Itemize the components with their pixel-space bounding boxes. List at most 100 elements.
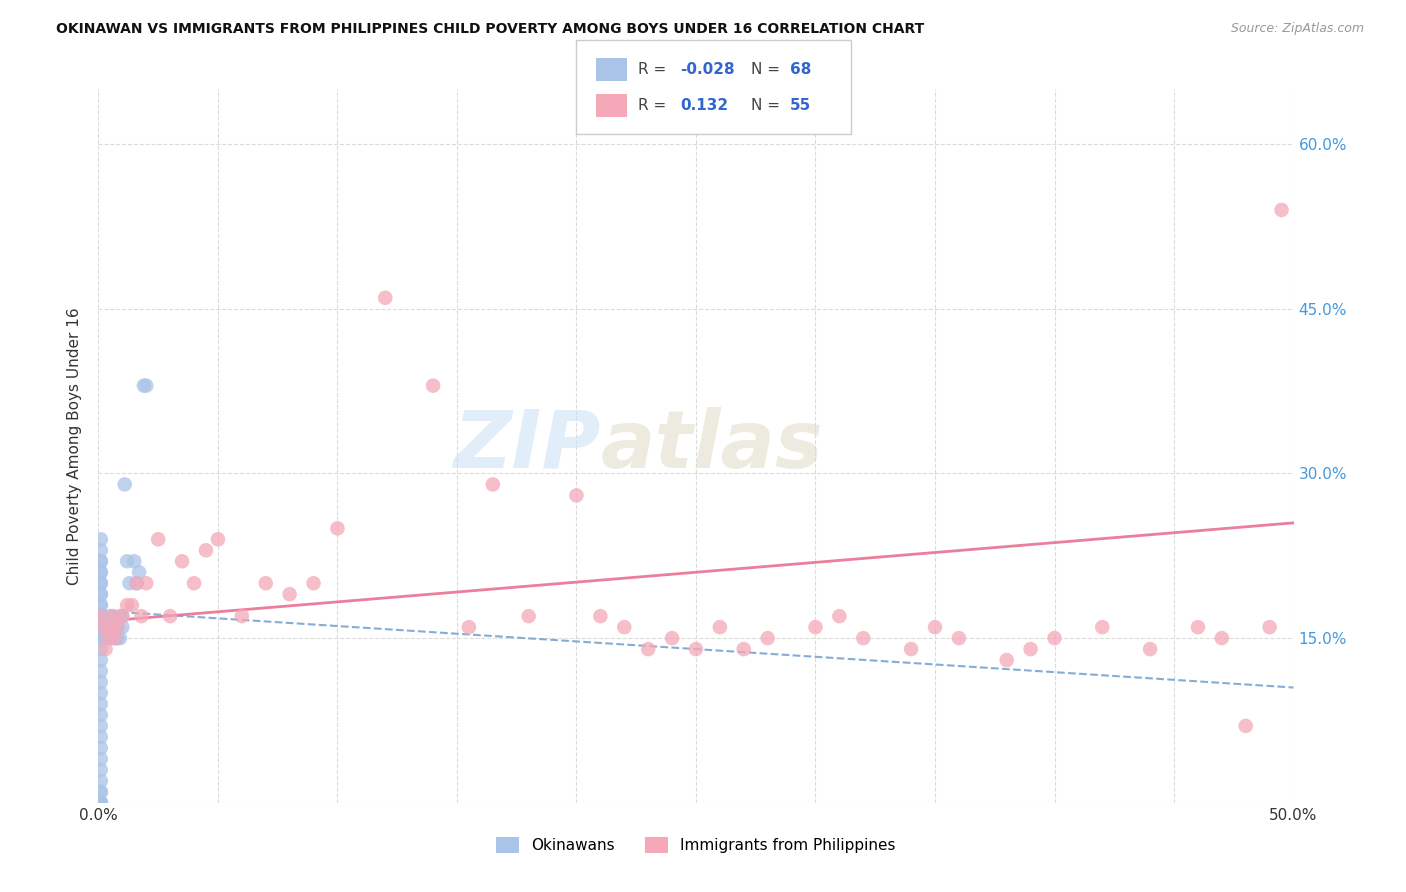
Point <box>125 576 148 591</box>
Point <box>733 642 755 657</box>
Point <box>1019 642 1042 657</box>
Point <box>90 566 112 580</box>
Text: atlas: atlas <box>600 407 823 485</box>
Point <box>589 609 612 624</box>
Text: OKINAWAN VS IMMIGRANTS FROM PHILIPPINES CHILD POVERTY AMONG BOYS UNDER 16 CORREL: OKINAWAN VS IMMIGRANTS FROM PHILIPPINES … <box>56 22 925 37</box>
Point <box>111 609 134 624</box>
Point <box>302 576 325 591</box>
Point <box>90 785 112 799</box>
Point <box>118 576 141 591</box>
Point <box>108 609 131 624</box>
Point <box>1187 620 1209 634</box>
Point <box>115 598 138 612</box>
Point <box>90 609 112 624</box>
Point <box>91 620 114 634</box>
Point <box>132 378 155 392</box>
Text: N =: N = <box>751 98 785 112</box>
Point <box>91 609 114 624</box>
Point <box>90 576 112 591</box>
Point <box>661 631 683 645</box>
Point <box>458 620 481 634</box>
Point <box>195 543 218 558</box>
Point <box>98 631 122 645</box>
Point <box>1139 642 1161 657</box>
Point <box>481 477 505 491</box>
Point <box>121 598 143 612</box>
Point <box>90 697 112 711</box>
Point <box>94 631 117 645</box>
Point <box>948 631 970 645</box>
Point <box>104 631 127 645</box>
Point <box>90 796 112 810</box>
Text: 55: 55 <box>790 98 811 112</box>
Point <box>90 631 112 645</box>
Point <box>98 609 122 624</box>
Point <box>90 730 112 744</box>
Point <box>94 620 117 634</box>
Point <box>900 642 922 657</box>
Point <box>90 631 112 645</box>
Point <box>183 576 205 591</box>
Point <box>374 291 396 305</box>
Point <box>90 752 112 766</box>
Point <box>90 773 112 788</box>
Point <box>1211 631 1233 645</box>
Point <box>101 609 124 624</box>
Point <box>90 796 112 810</box>
Point <box>94 642 117 657</box>
Point <box>90 631 112 645</box>
Point <box>90 796 112 810</box>
Text: R =: R = <box>638 98 676 112</box>
Point <box>90 653 112 667</box>
Point <box>90 554 112 568</box>
Point <box>90 609 112 624</box>
Point <box>148 533 170 547</box>
Point <box>517 609 540 624</box>
Point <box>90 587 112 601</box>
Text: -0.028: -0.028 <box>681 62 735 77</box>
Point <box>159 609 181 624</box>
Point <box>115 554 138 568</box>
Point <box>91 620 114 634</box>
Point <box>207 533 229 547</box>
Text: N =: N = <box>751 62 785 77</box>
Text: ZIP: ZIP <box>453 407 600 485</box>
Point <box>111 609 134 624</box>
Point <box>1091 620 1114 634</box>
Point <box>128 566 150 580</box>
Point <box>422 378 444 392</box>
Point <box>231 609 253 624</box>
Point <box>804 620 827 634</box>
Point <box>852 631 875 645</box>
Point <box>107 620 129 634</box>
Point <box>565 488 588 502</box>
Point <box>90 642 112 657</box>
Point <box>924 620 946 634</box>
Point <box>90 785 112 799</box>
Point <box>104 631 127 645</box>
Point <box>709 620 731 634</box>
Point <box>101 620 124 634</box>
Point <box>90 598 112 612</box>
Text: Source: ZipAtlas.com: Source: ZipAtlas.com <box>1230 22 1364 36</box>
Point <box>135 378 157 392</box>
Y-axis label: Child Poverty Among Boys Under 16: Child Poverty Among Boys Under 16 <box>67 307 83 585</box>
Text: R =: R = <box>638 62 672 77</box>
Point <box>90 796 112 810</box>
Point <box>90 686 112 700</box>
Legend: Okinawans, Immigrants from Philippines: Okinawans, Immigrants from Philippines <box>489 831 903 859</box>
Point <box>90 620 112 634</box>
Point <box>97 620 120 634</box>
Point <box>90 620 112 634</box>
Point <box>90 763 112 777</box>
Point <box>101 631 124 645</box>
Point <box>108 631 131 645</box>
Text: 0.132: 0.132 <box>681 98 728 112</box>
Point <box>613 620 636 634</box>
Point <box>101 609 124 624</box>
Point <box>90 543 112 558</box>
Point <box>124 554 146 568</box>
Point <box>91 631 114 645</box>
Point <box>98 620 122 634</box>
Point <box>125 576 148 591</box>
